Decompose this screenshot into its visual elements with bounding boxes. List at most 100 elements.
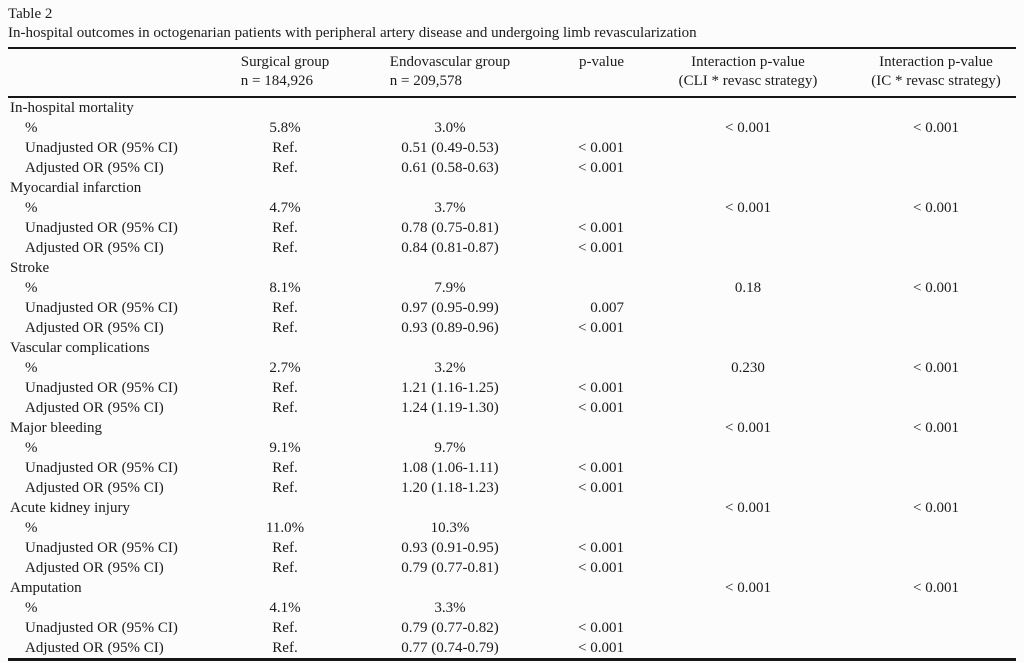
interaction-ic-value [856, 98, 1016, 118]
p-value [552, 278, 640, 298]
interaction-cli-value [640, 478, 856, 498]
p-value: < 0.001 [578, 160, 624, 176]
endovascular-value: 0.78 (0.75-0.81) [401, 220, 499, 236]
p-value: < 0.001 [578, 380, 624, 396]
data-row: % 11.0% 10.3% [8, 518, 1016, 538]
row-label: % [25, 200, 38, 216]
interaction-cli-value [640, 258, 856, 278]
data-row: Unadjusted OR (95% CI) Ref. 0.93 (0.91-0.9… [8, 538, 1016, 558]
interaction-cli-value: < 0.001 [725, 420, 771, 436]
interaction-ic-value [856, 318, 1016, 338]
surgical-value: Ref. [272, 240, 298, 256]
interaction-cli-value [640, 598, 856, 618]
data-row: Adjusted OR (95% CI) Ref. 0.93 (0.89-0.96)… [8, 318, 1016, 338]
surgical-value: Ref. [272, 220, 298, 236]
row-label: Myocardial infarction [10, 180, 142, 196]
row-label: Unadjusted OR (95% CI) [25, 620, 178, 636]
p-value [552, 358, 640, 378]
data-row: Adjusted OR (95% CI) Ref. 1.24 (1.19-1.30)… [8, 398, 1016, 418]
endovascular-value: 0.51 (0.49-0.53) [401, 140, 499, 156]
interaction-cli-value [640, 138, 856, 158]
data-row: % 4.7% 3.7% < 0.001 < 0.001 [8, 198, 1016, 218]
surgical-value: Ref. [272, 400, 298, 416]
row-label: % [25, 520, 38, 536]
interaction-ic-value: < 0.001 [913, 500, 959, 516]
interaction-ic-value [856, 518, 1016, 538]
p-value [552, 498, 640, 518]
endovascular-value: 0.97 (0.95-0.99) [401, 300, 499, 316]
row-label: % [25, 280, 38, 296]
surgical-value: 8.1% [269, 280, 301, 296]
interaction-ic-value: < 0.001 [913, 200, 959, 216]
endovascular-value: 3.7% [434, 200, 466, 216]
data-row: Unadjusted OR (95% CI) Ref. 0.78 (0.75-0.8… [8, 218, 1016, 238]
section-row: Amputation < 0.001 < 0.001 [8, 578, 1016, 598]
interaction-cli-value [640, 638, 856, 658]
surgical-value: Ref. [272, 460, 298, 476]
surgical-value: Ref. [272, 620, 298, 636]
row-label: % [25, 360, 38, 376]
interaction-cli-value [640, 318, 856, 338]
data-row: % 9.1% 9.7% [8, 438, 1016, 458]
endovascular-value: 1.24 (1.19-1.30) [401, 400, 499, 416]
bottom-rule [8, 658, 1016, 661]
row-label: Stroke [10, 260, 50, 276]
row-label: Amputation [10, 580, 82, 596]
surgical-value [222, 338, 348, 358]
top-rule [8, 47, 1016, 49]
p-value: < 0.001 [578, 140, 624, 156]
interaction-cli-value [640, 158, 856, 178]
table-body: In-hospital mortality% 5.8% 3.0% < 0.001 < 0… [8, 98, 1016, 658]
interaction-cli-value [640, 558, 856, 578]
endovascular-value [348, 338, 552, 358]
row-label: Acute kidney injury [10, 500, 130, 516]
interaction-ic-value [856, 138, 1016, 158]
surgical-value [222, 98, 348, 118]
row-label: Unadjusted OR (95% CI) [25, 220, 178, 236]
section-row: Stroke [8, 258, 1016, 278]
row-label: Major bleeding [10, 420, 103, 436]
interaction-ic-label: Interaction p-value [879, 54, 993, 70]
p-value [552, 118, 640, 138]
row-label: Unadjusted OR (95% CI) [25, 140, 178, 156]
endovascular-value: 3.2% [434, 360, 466, 376]
endovascular-value: 0.93 (0.89-0.96) [401, 320, 499, 336]
surgical-value: Ref. [272, 140, 298, 156]
data-row: Unadjusted OR (95% CI) Ref. 1.21 (1.16-1.2… [8, 378, 1016, 398]
interaction-ic-value [856, 458, 1016, 478]
table-caption: In-hospital outcomes in octogenarian pat… [8, 25, 697, 41]
surgical-value [222, 578, 348, 598]
endovascular-value: 9.7% [434, 440, 466, 456]
interaction-ic-value: < 0.001 [913, 580, 959, 596]
p-value: < 0.001 [578, 480, 624, 496]
row-label: Adjusted OR (95% CI) [25, 240, 164, 256]
endovascular-value [348, 578, 552, 598]
interaction-cli-value [640, 98, 856, 118]
interaction-ic-value [856, 218, 1016, 238]
interaction-cli-value [640, 618, 856, 638]
interaction-ic-value [856, 338, 1016, 358]
p-value: < 0.001 [578, 240, 624, 256]
surgical-value: Ref. [272, 300, 298, 316]
header-rule [8, 96, 1016, 98]
surgical-group-n: n = 184,926 [240, 73, 313, 89]
interaction-cli-value: 0.18 [734, 280, 762, 296]
section-row: Acute kidney injury < 0.001 < 0.001 [8, 498, 1016, 518]
interaction-ic-value [856, 258, 1016, 278]
row-label: % [25, 440, 38, 456]
section-row: Myocardial infarction [8, 178, 1016, 198]
data-row: Adjusted OR (95% CI) Ref. 0.84 (0.81-0.87)… [8, 238, 1016, 258]
p-value: < 0.001 [578, 400, 624, 416]
interaction-cli-value [640, 238, 856, 258]
interaction-cli-value [640, 398, 856, 418]
row-label: Unadjusted OR (95% CI) [25, 460, 178, 476]
data-row: % 4.1% 3.3% [8, 598, 1016, 618]
column-header-interaction-ic: Interaction p-value (IC * revasc strateg… [856, 53, 1016, 91]
surgical-value [222, 178, 348, 198]
column-header-p-value: p-value [579, 54, 624, 70]
p-value: < 0.001 [578, 640, 624, 656]
p-value [552, 598, 640, 618]
endovascular-value [348, 258, 552, 278]
interaction-cli-value [640, 218, 856, 238]
